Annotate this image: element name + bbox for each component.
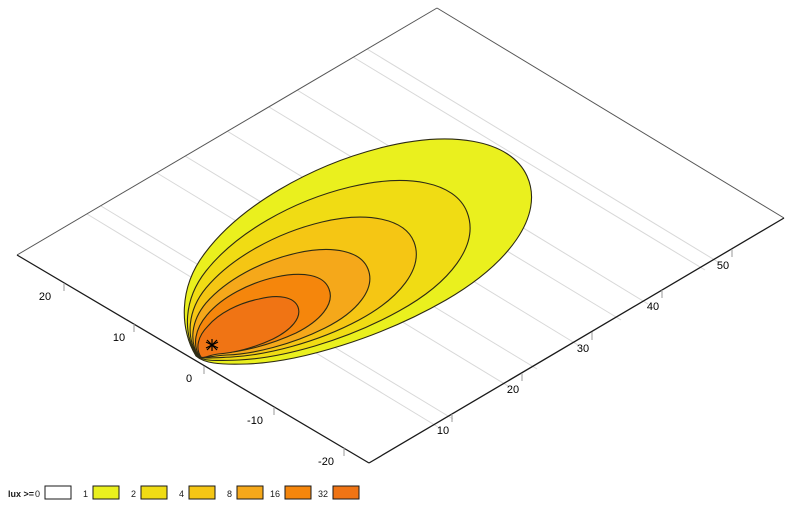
tick-label-right-4: 50 [717,260,729,272]
tick-label-right-0: 10 [437,425,449,437]
tick-label-right-2: 30 [577,343,589,355]
marker-stroke-d [206,339,218,351]
contour-band-32 [197,296,300,359]
grid-lat-4 [352,56,706,271]
legend-label-3: 4 [179,489,184,499]
legend-swatch-2[interactable] [140,485,168,500]
legend-swatch-6[interactable] [332,485,360,500]
tick-label-left-4: -20 [318,456,334,468]
axis-frame [16,7,785,464]
legend-label-4: 8 [227,489,232,499]
axis-edge-top-left [16,7,438,256]
legend-swatch-3[interactable] [188,485,216,500]
legend-swatch-1[interactable] [92,485,120,500]
legend-label-0: 0 [35,489,40,499]
tick-label-left-0: 20 [39,291,51,303]
legend-swatch-0[interactable] [44,485,72,500]
tick-label-right-1: 20 [507,384,519,396]
grid-line-x-50 [366,48,719,263]
legend-swatch-5[interactable] [284,485,312,500]
tick-label-left-1: 10 [113,332,125,344]
tick-label-left-3: -10 [247,415,263,427]
legend-title: lux >= [8,489,34,499]
tick-label-right-3: 40 [647,301,659,313]
axis-tick-labels: 20 10 0 -10 -20 10 20 30 40 50 [39,260,729,468]
axis-edge-right [368,217,785,464]
legend-label-1: 1 [83,489,88,499]
legend: lux >= 0 1 2 4 8 16 32 [8,485,360,500]
contour-bands [183,138,532,365]
legend-swatch-4[interactable] [236,485,264,500]
tick-label-left-2: 0 [186,373,192,385]
legend-label-5: 16 [270,489,280,499]
legend-label-2: 2 [131,489,136,499]
legend-label-6: 32 [318,489,328,499]
source-marker [205,339,219,351]
axis-edge-left [16,254,370,464]
axis-tick-marks [63,249,733,456]
axis-edge-top-right [436,7,785,219]
